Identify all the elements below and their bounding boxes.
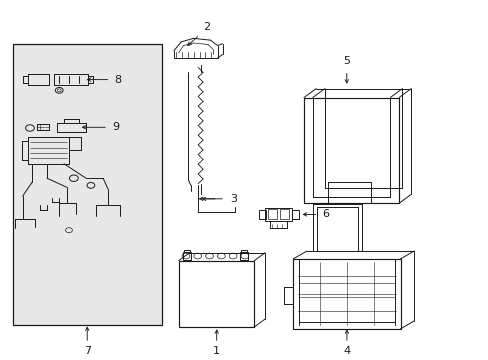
Bar (178, 261, 254, 327)
Text: 9: 9 (112, 122, 119, 132)
Bar (304, 98, 398, 203)
Text: 3: 3 (229, 194, 236, 204)
Text: 4: 4 (343, 346, 350, 356)
Bar (267, 210, 276, 220)
Bar (280, 210, 288, 220)
Bar (291, 210, 298, 219)
Bar (293, 259, 400, 329)
Bar (239, 252, 248, 260)
Text: 1: 1 (213, 346, 220, 356)
Text: 7: 7 (83, 346, 91, 356)
Bar (241, 249, 246, 252)
Bar (13, 44, 161, 325)
Bar (264, 208, 291, 221)
Bar (259, 210, 265, 219)
Text: 6: 6 (322, 210, 329, 220)
Text: 8: 8 (114, 75, 121, 85)
Text: 5: 5 (343, 56, 349, 66)
Text: 2: 2 (203, 22, 210, 32)
Bar (182, 252, 191, 260)
Bar (183, 249, 189, 252)
